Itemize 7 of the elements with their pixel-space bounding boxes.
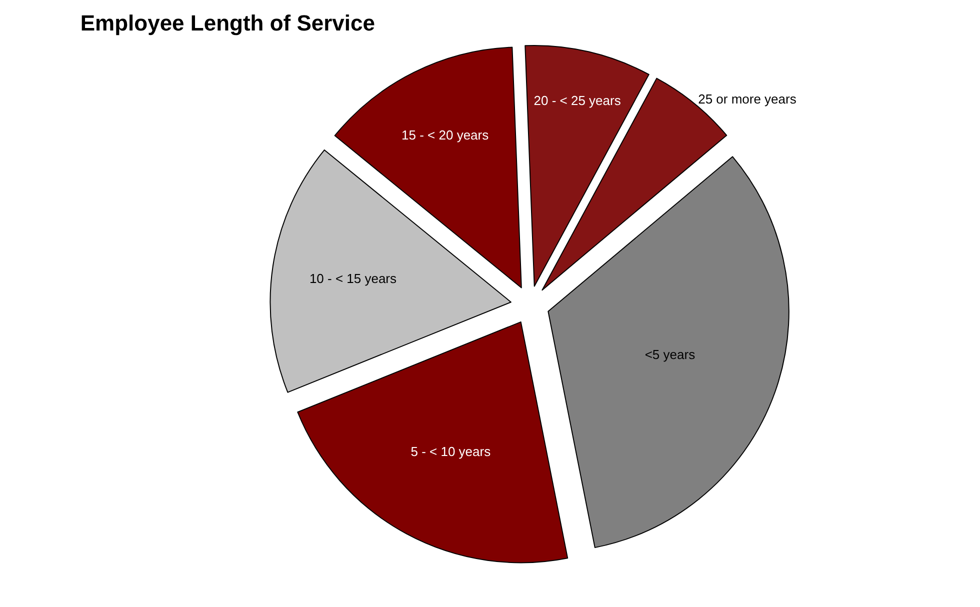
slice-label: 5 - < 10 years xyxy=(410,444,492,459)
chart-title: Employee Length of Service xyxy=(80,10,375,36)
slice-label: 15 - < 20 years xyxy=(402,128,490,143)
slice-label: 10 - < 15 years xyxy=(309,270,398,286)
slice-label: 20 - < 25 years xyxy=(534,93,622,108)
slice-label: 25 or more years xyxy=(698,92,797,107)
slice-label: <5 years xyxy=(644,346,696,362)
